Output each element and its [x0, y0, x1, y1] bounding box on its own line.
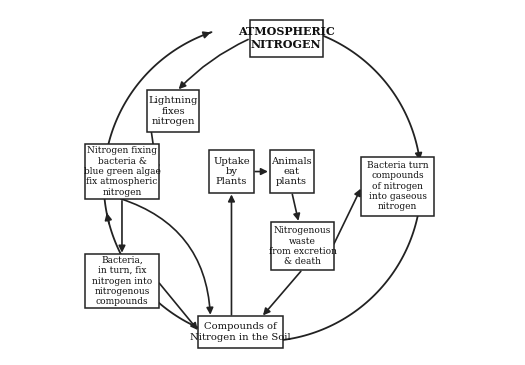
Text: Lightning
fixes
nitrogen: Lightning fixes nitrogen: [149, 96, 198, 126]
FancyBboxPatch shape: [148, 90, 199, 132]
Text: ATMOSPHERIC
NITROGEN: ATMOSPHERIC NITROGEN: [238, 26, 334, 50]
Text: Animals
eat
plants: Animals eat plants: [271, 157, 312, 187]
FancyBboxPatch shape: [361, 157, 434, 215]
Text: Bacteria turn
compounds
of nitrogen
into gaseous
nitrogen: Bacteria turn compounds of nitrogen into…: [367, 161, 428, 211]
Text: Nitrogen fixing
bacteria &
blue green algae
fix atmospheric
nitrogen: Nitrogen fixing bacteria & blue green al…: [83, 146, 161, 197]
FancyBboxPatch shape: [271, 222, 334, 270]
Text: Bacteria,
in turn, fix
nitrogen into
nitrogenous
compounds: Bacteria, in turn, fix nitrogen into nit…: [92, 256, 152, 306]
FancyBboxPatch shape: [198, 316, 283, 348]
Text: Nitrogenous
waste
from excretion
& death: Nitrogenous waste from excretion & death: [269, 226, 337, 266]
Text: Compounds of
Nitrogen in the Soil: Compounds of Nitrogen in the Soil: [190, 322, 291, 342]
FancyBboxPatch shape: [270, 150, 314, 193]
FancyBboxPatch shape: [209, 150, 254, 193]
FancyBboxPatch shape: [85, 254, 159, 308]
Text: Uptake
by
Plants: Uptake by Plants: [213, 157, 250, 187]
FancyBboxPatch shape: [85, 144, 159, 199]
FancyBboxPatch shape: [249, 20, 323, 57]
